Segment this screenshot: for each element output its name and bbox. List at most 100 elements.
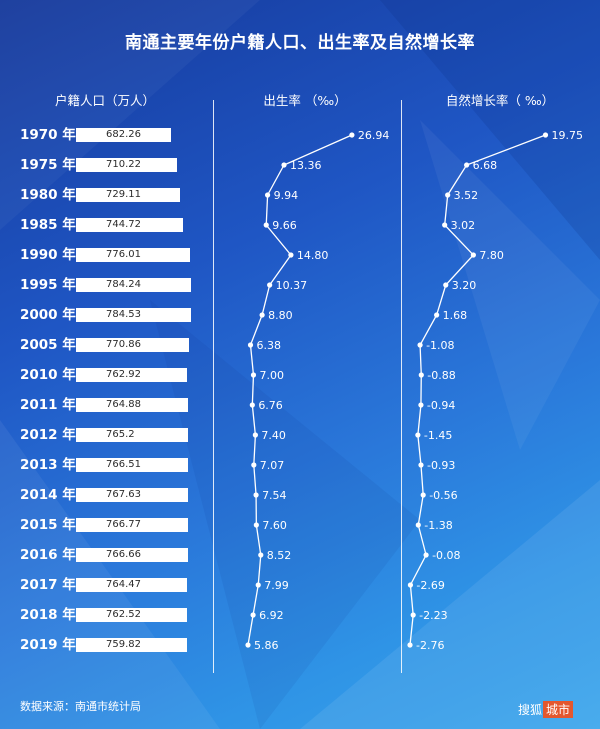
population-bar: 762.92 (76, 368, 188, 382)
natural_growth-data-label: -1.08 (426, 339, 454, 352)
birth_rate-data-label: 5.86 (254, 639, 279, 652)
natural_growth-data-label: -2.76 (416, 639, 444, 652)
natural_growth-data-label: 19.75 (552, 129, 584, 142)
birth_rate-data-label: 9.94 (274, 189, 299, 202)
natural_growth-data-label: 3.02 (451, 219, 476, 232)
natural_growth-data-label: 3.20 (452, 279, 477, 292)
year-label: 2015 年 (20, 517, 76, 533)
natural_growth-data-label: -0.08 (432, 549, 460, 562)
birth_rate-point (249, 402, 255, 408)
year-label: 2011 年 (20, 397, 76, 413)
population-bar: 762.52 (76, 608, 188, 622)
year-label: 2019 年 (20, 637, 76, 653)
birth_rate-data-label: 8.80 (268, 309, 293, 322)
natural_growth-data-label: 1.68 (443, 309, 468, 322)
birth_rate-point (245, 642, 251, 648)
natural_growth-point (470, 252, 476, 258)
natural_growth-data-label: 7.80 (479, 249, 504, 262)
birth_rate-point (288, 252, 294, 258)
birth_rate-point (263, 222, 269, 228)
birth_rate-data-label: 6.92 (259, 609, 284, 622)
population-bar: 764.47 (76, 578, 188, 592)
population-bar: 776.01 (76, 248, 190, 262)
natural_growth-point (418, 372, 424, 378)
year-label: 2010 年 (20, 367, 76, 383)
population-bar: 770.86 (76, 338, 189, 352)
birth_rate-data-label: 6.38 (256, 339, 281, 352)
population-bar: 744.72 (76, 218, 184, 232)
year-label: 1970 年 (20, 127, 76, 143)
birth_rate-data-label: 7.07 (260, 459, 285, 472)
natural_growth-point (542, 132, 549, 138)
population-bar: 764.88 (76, 398, 188, 412)
natural_growth-data-label: -0.93 (427, 459, 455, 472)
year-label: 2018 年 (20, 607, 76, 623)
natural_growth-point (410, 612, 416, 618)
natural_growth-point (420, 492, 426, 498)
natural_growth-point (407, 642, 413, 648)
birth_rate-point (247, 342, 254, 348)
year-label: 1985 年 (20, 217, 76, 233)
natural_growth-data-label: -1.38 (424, 519, 452, 532)
natural_growth-point (418, 462, 424, 468)
birth_rate-data-label: 10.37 (276, 279, 308, 292)
natural_growth-point (445, 192, 451, 198)
birth_rate-point (253, 492, 259, 498)
birth_rate-point (349, 132, 355, 138)
year-label: 2014 年 (20, 487, 76, 503)
natural_growth-point (415, 522, 421, 528)
natural_growth-data-label: 6.68 (473, 159, 498, 172)
natural_growth-point (434, 312, 440, 318)
population-bar: 766.66 (76, 548, 188, 562)
natural_growth-point (443, 282, 449, 288)
birth_rate-point (267, 282, 273, 288)
natural_growth-data-label: -0.94 (427, 399, 455, 412)
year-label: 2012 年 (20, 427, 76, 443)
birth_rate-data-label: 7.54 (262, 489, 287, 502)
birth_rate-data-label: 7.99 (264, 579, 289, 592)
year-label: 2005 年 (20, 337, 76, 353)
birth_rate-point (259, 312, 265, 318)
natural_growth-point (417, 342, 423, 348)
birth_rate-data-label: 6.76 (258, 399, 283, 412)
population-bar: 710.22 (76, 158, 177, 172)
year-label: 2000 年 (20, 307, 76, 323)
year-label: 1990 年 (20, 247, 76, 263)
birth_rate-data-label: 7.60 (262, 519, 287, 532)
birth-rate-header: 出生率 （‰） (263, 93, 347, 108)
birth_rate-point (253, 522, 259, 528)
birth_rate-data-label: 7.00 (259, 369, 284, 382)
year-label: 2016 年 (20, 547, 76, 563)
column-divider-left (213, 100, 214, 673)
natural_growth-data-label: -0.88 (427, 369, 455, 382)
natural_growth-point (423, 552, 429, 558)
natural_growth-point (407, 582, 414, 588)
birth_rate-data-label: 8.52 (267, 549, 292, 562)
natural_growth-point (464, 162, 470, 168)
sohu-city-logo: 搜狐 城市 (518, 701, 574, 718)
population-bar: 784.53 (76, 308, 192, 322)
year-label: 1995 年 (20, 277, 76, 293)
data-source: 数据来源：南通市统计局 (20, 700, 141, 713)
population-bar: 766.51 (76, 458, 188, 472)
birth_rate-point (255, 582, 261, 588)
year-label: 1975 年 (20, 157, 76, 173)
natural-growth-header: 自然增长率（ ‰） (445, 93, 555, 108)
birth_rate-data-label: 26.94 (358, 129, 390, 142)
natural_growth-data-label: -2.23 (419, 609, 447, 622)
birth_rate-point (258, 552, 264, 558)
year-label: 1980 年 (20, 187, 76, 203)
population-bar: 729.11 (76, 188, 181, 202)
natural_growth-data-label: 3.52 (454, 189, 479, 202)
birth_rate-point (251, 462, 257, 468)
birth_rate-data-label: 13.36 (290, 159, 322, 172)
natural_growth-point (442, 222, 448, 228)
birth_rate-point (264, 192, 271, 198)
birth_rate-point (252, 432, 258, 438)
birth_rate-point (281, 162, 287, 168)
chart-title: 南通主要年份户籍人口、出生率及自然增长率 (125, 33, 475, 53)
population-bar: 759.82 (76, 638, 187, 652)
birth_rate-line (247, 134, 353, 646)
year-label: 2017 年 (20, 577, 76, 593)
